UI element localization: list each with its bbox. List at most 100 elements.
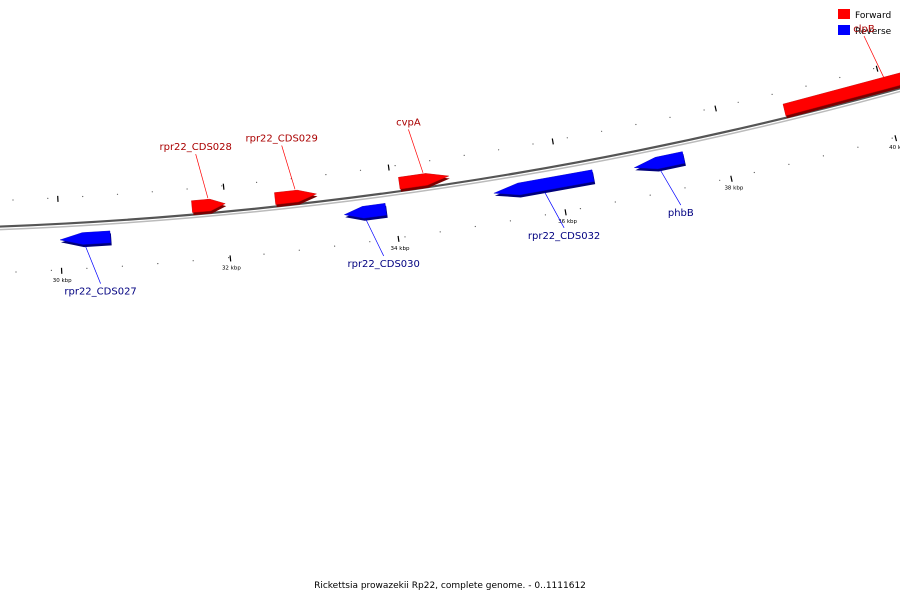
- ruler-dot: [737, 101, 739, 103]
- ruler-dot: [439, 231, 441, 233]
- gene-label-clpb: clpB: [853, 24, 875, 35]
- tick-mark-forward: [875, 65, 879, 72]
- backbone: [0, 87, 900, 228]
- ruler-dot: [186, 188, 188, 190]
- ruler-dot: [394, 165, 396, 167]
- gene-label-rpr22-cds029: rpr22_CDS029: [245, 134, 317, 145]
- gene-features: [59, 56, 900, 248]
- tick-mark-reverse: [894, 135, 898, 142]
- ruler-dot: [532, 143, 534, 145]
- ruler-dot: [703, 109, 705, 111]
- legend: Forward Reverse: [838, 9, 892, 37]
- tick-label: 40 kbp: [889, 145, 900, 151]
- tick-mark-reverse: [564, 209, 567, 216]
- leader-line: [660, 170, 682, 206]
- tick-mark-reverse: [397, 235, 400, 242]
- gene-labels: atpXatpEatpBrpr22_CDS021dsbGrpr22_CDS023…: [64, 24, 885, 298]
- tick-label: 38 kbp: [724, 186, 743, 192]
- ruler-dot: [121, 265, 123, 267]
- ruler-dot: [151, 191, 153, 193]
- gene-phbb[interactable]: [633, 151, 686, 170]
- leader-line: [544, 192, 565, 228]
- gene-clpb[interactable]: [782, 56, 900, 116]
- ruler-dot: [404, 236, 406, 238]
- tick-mark-reverse: [229, 255, 232, 262]
- tick-mark-reverse: [730, 175, 733, 182]
- ruler-dot: [325, 174, 327, 176]
- ruler-dot: [157, 263, 159, 265]
- leader-line: [85, 246, 101, 284]
- ruler-dot: [753, 171, 755, 174]
- ruler-dot: [256, 181, 258, 183]
- tick-mark-forward: [551, 138, 554, 145]
- ruler-dot: [719, 179, 721, 181]
- ruler-dot: [822, 155, 825, 157]
- ruler-dot: [263, 253, 265, 255]
- ruler-dot: [12, 199, 14, 201]
- gene-label-rpr22-cds030: rpr22_CDS030: [347, 259, 419, 270]
- backbone-shadow: [0, 90, 900, 231]
- ruler-dot: [474, 225, 476, 228]
- gene-rpr22-cds029[interactable]: [274, 189, 318, 205]
- legend-swatch-reverse: [838, 25, 850, 35]
- tick-label: 32 kbp: [222, 265, 241, 271]
- gene-label-rpr22-cds028: rpr22_CDS028: [159, 142, 231, 153]
- tick-label: 34 kbp: [391, 246, 410, 252]
- gene-cvpa[interactable]: [398, 173, 450, 190]
- ruler-dot: [50, 269, 53, 271]
- ruler-dot: [805, 85, 807, 87]
- reverse-dotted-ruler: [15, 137, 893, 273]
- gene-label-cvpa: cvpA: [396, 117, 421, 128]
- ruler-dot: [771, 93, 773, 95]
- ruler-dot: [463, 154, 465, 156]
- caption: Rickettsia prowazekii Rp22, complete gen…: [314, 581, 586, 591]
- ruler-dot: [192, 260, 194, 262]
- ruler-dot: [649, 194, 651, 196]
- ruler-dot: [369, 241, 371, 243]
- ruler-dot: [221, 185, 223, 187]
- leader-line: [365, 219, 385, 257]
- ruler-dot: [684, 187, 686, 189]
- gene-label-rpr22-cds027: rpr22_CDS027: [64, 287, 136, 298]
- ruler-dot: [891, 137, 893, 139]
- ruler-dot: [82, 195, 84, 198]
- ruler-dot: [509, 220, 511, 222]
- ruler-dot: [116, 193, 119, 195]
- ruler-dot: [788, 163, 790, 165]
- legend-label-reverse: Reverse: [855, 27, 892, 37]
- ruler-dot: [86, 267, 88, 269]
- gene-rpr22-cds027[interactable]: [59, 230, 111, 245]
- leader-line: [408, 129, 424, 173]
- ruler-dot: [498, 149, 500, 151]
- forward-dotted-ruler: [12, 68, 875, 201]
- ruler-dot: [601, 130, 603, 132]
- tick-mark-forward: [714, 105, 717, 112]
- ruler-dot: [857, 146, 859, 148]
- genome-track: [0, 87, 900, 231]
- ruler-dot: [429, 160, 431, 162]
- ruler-dot: [47, 197, 49, 199]
- leader-line: [195, 154, 209, 199]
- gene-rpr22-cds032[interactable]: [493, 169, 595, 196]
- gene-rpr22-cds028[interactable]: [191, 198, 226, 213]
- ruler-dot: [566, 137, 568, 139]
- ruler-dot: [298, 249, 300, 251]
- tick-mark-forward: [387, 164, 390, 171]
- gene-label-rpr22-cds032: rpr22_CDS032: [528, 231, 600, 242]
- tick-label: 36 kbp: [558, 219, 577, 225]
- legend-swatch-forward: [838, 9, 850, 19]
- ruler-dot: [15, 271, 17, 273]
- ruler-dot: [669, 116, 671, 118]
- ruler-dot: [635, 123, 637, 126]
- leader-line: [281, 145, 296, 190]
- tick-label: 30 kbp: [53, 278, 72, 284]
- ruler-dot: [579, 208, 582, 210]
- leader-line: [863, 35, 885, 78]
- gene-rpr22-cds030[interactable]: [343, 203, 387, 219]
- ruler-dot: [544, 214, 547, 216]
- ruler-dot: [873, 68, 875, 70]
- legend-label-forward: Forward: [855, 11, 891, 21]
- ruler-dot: [614, 201, 616, 203]
